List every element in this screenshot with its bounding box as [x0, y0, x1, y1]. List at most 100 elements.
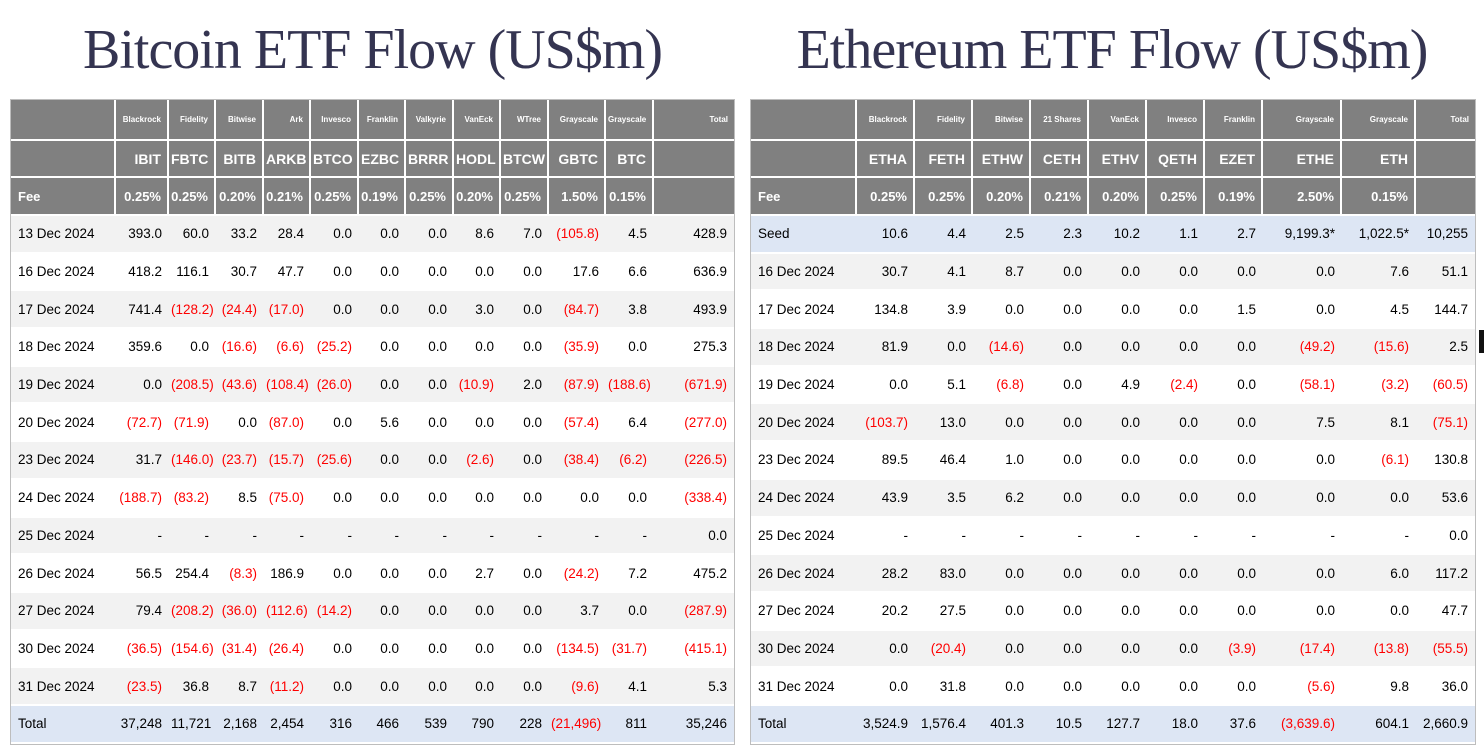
total-column-blank	[1416, 141, 1475, 178]
flow-value-cell: 37,248	[116, 705, 169, 744]
table-row: 19 Dec 2024 0.0 (208.5) (43.6) (108.4) (26.0)…	[11, 366, 734, 405]
fee-value: 0.15%	[1342, 178, 1416, 216]
flow-value-cell: 83.0	[915, 555, 973, 593]
flow-value-cell: (24.2)	[549, 555, 606, 593]
row-date-label: Total	[751, 705, 857, 744]
column-issuer-label: Bitwise	[973, 100, 1031, 141]
fee-value: 0.20%	[216, 178, 264, 216]
flow-value-cell: 0.0	[454, 668, 501, 706]
flow-value-cell: 0.0	[973, 291, 1031, 330]
flow-value-cell: (24.4)	[216, 291, 264, 330]
flow-value-cell: 0.0	[1031, 442, 1089, 480]
flow-value-cell: 117.2	[1416, 555, 1475, 593]
flow-value-cell: 0.0	[1089, 593, 1147, 631]
flow-value-cell: 6.4	[606, 404, 654, 443]
flow-value-cell: -	[1205, 518, 1263, 556]
flow-value-cell: (87.9)	[549, 366, 606, 405]
flow-value-cell: 43.9	[857, 479, 915, 518]
flow-value-cell: -	[264, 517, 311, 556]
row-date-label: 17 Dec 2024	[751, 291, 857, 330]
flow-value-cell: (43.6)	[216, 366, 264, 405]
flow-value-cell: -	[549, 517, 606, 556]
flow-value-cell: -	[501, 517, 549, 556]
flow-value-cell: 27.5	[915, 593, 973, 631]
flow-value-cell: 37.6	[1205, 705, 1263, 744]
column-issuer-label: Grayscale	[606, 100, 654, 141]
row-date-label: 24 Dec 2024	[11, 480, 116, 518]
row-date-label: 31 Dec 2024	[751, 668, 857, 706]
flow-value-cell: 0.0	[1205, 442, 1263, 480]
flow-value-cell: (26.4)	[264, 631, 311, 669]
flow-value-cell: 0.0	[1263, 555, 1342, 593]
column-issuer-label: Invesco	[1147, 100, 1205, 141]
flow-value-cell: 35,246	[654, 705, 734, 744]
total-column-header: Total	[1416, 100, 1475, 141]
flow-value-cell: 18.0	[1147, 705, 1205, 744]
flow-value-cell: 0.0	[1147, 555, 1205, 593]
flow-value-cell: (108.4)	[264, 366, 311, 405]
column-issuer-label: Bitwise	[216, 100, 264, 141]
flow-value-cell: 0.0	[1031, 404, 1089, 443]
column-issuer-label: Blackrock	[116, 100, 169, 141]
table-row: 17 Dec 2024 134.8 3.9 0.0 0.0 0.0 0.0 1.5 0.0 4.5…	[751, 291, 1475, 330]
ethereum-table-body: Seed 10.6 4.4 2.5 2.3 10.2 1.1 2.7 9,199.3* 1,022…	[751, 216, 1475, 744]
flow-value-cell: 811	[606, 705, 654, 744]
column-issuer-label: 21 Shares	[1031, 100, 1089, 141]
screen-edge-artifact	[1479, 330, 1484, 353]
flow-value-cell: 0.0	[359, 480, 406, 518]
column-ticker-label: QETH	[1147, 141, 1205, 178]
flow-value-cell: (112.6)	[264, 592, 311, 631]
flow-value-cell: 2.5	[973, 216, 1031, 254]
flow-value-cell: 0.0	[1089, 329, 1147, 367]
flow-value-cell: 0.0	[1205, 367, 1263, 405]
flow-value-cell: 51.1	[1416, 253, 1475, 292]
column-issuer-label: VanEck	[454, 100, 501, 141]
flow-value-cell: (134.5)	[549, 631, 606, 669]
flow-value-cell: 0.0	[1031, 329, 1089, 367]
flow-value-cell: 0.0	[406, 631, 454, 669]
flow-value-cell: 2.5	[1416, 329, 1475, 367]
flow-value-cell: 0.0	[1147, 329, 1205, 367]
flow-value-cell: 0.0	[606, 329, 654, 367]
flow-value-cell: 0.0	[1342, 479, 1416, 518]
total-row: Total 37,248 11,721 2,168 2,454 316 466 539 790 2…	[11, 705, 734, 744]
flow-value-cell: 79.4	[116, 592, 169, 631]
flow-value-cell: 493.9	[654, 291, 734, 330]
flow-value-cell: 127.7	[1089, 705, 1147, 744]
flow-value-cell: 17.6	[549, 254, 606, 292]
flow-value-cell: 0.0	[454, 631, 501, 669]
flow-value-cell: (17.0)	[264, 291, 311, 330]
flow-value-cell: 0.0	[1089, 291, 1147, 330]
flow-value-cell: 275.3	[654, 329, 734, 367]
table-row: 16 Dec 2024 30.7 4.1 8.7 0.0 0.0 0.0 0.0 0.0 7.6 5…	[751, 253, 1475, 292]
flow-value-cell: 0.0	[973, 404, 1031, 443]
flow-value-cell: 0.0	[311, 254, 359, 292]
table-row: 30 Dec 2024 0.0 (20.4) 0.0 0.0 0.0 0.0 (3.9) (17…	[751, 630, 1475, 669]
flow-value-cell: (226.5)	[654, 442, 734, 480]
flow-value-cell: 0.0	[501, 254, 549, 292]
flow-value-cell: 539	[406, 705, 454, 744]
flow-value-cell: 0.0	[311, 631, 359, 669]
flow-value-cell: 0.0	[1089, 479, 1147, 518]
fee-value: 0.20%	[1089, 178, 1147, 216]
table-row: 24 Dec 2024 43.9 3.5 6.2 0.0 0.0 0.0 0.0 0.0 0.0 5…	[751, 479, 1475, 518]
row-date-label: 20 Dec 2024	[11, 404, 116, 443]
table-row: 20 Dec 2024 (72.7) (71.9) 0.0 (87.0) 0.0 5.6 0.…	[11, 404, 734, 443]
total-column-blank	[1416, 178, 1475, 216]
flow-value-cell: 0.0	[501, 329, 549, 367]
flow-value-cell: 2.7	[454, 555, 501, 593]
flow-value-cell: 0.0	[359, 254, 406, 292]
ethereum-etf-panel: Ethereum ETF Flow (US$m) Blackrock Fideli…	[750, 0, 1476, 745]
table-row: 18 Dec 2024 81.9 0.0 (14.6) 0.0 0.0 0.0 0.0 (49.…	[751, 329, 1475, 367]
table-row: 16 Dec 2024 418.2 116.1 30.7 47.7 0.0 0.0 0.0 0.…	[11, 254, 734, 292]
flow-value-cell: 2.7	[1205, 216, 1263, 254]
column-issuer-label: Blackrock	[857, 100, 915, 141]
row-date-label: 26 Dec 2024	[11, 555, 116, 593]
flow-value-cell: (75.1)	[1416, 404, 1475, 443]
flow-value-cell: 1.1	[1147, 216, 1205, 254]
flow-value-cell: -	[406, 517, 454, 556]
flow-value-cell: 7.2	[606, 555, 654, 593]
flow-value-cell: 0.0	[1205, 593, 1263, 631]
flow-value-cell: 60.0	[169, 216, 216, 254]
flow-value-cell: 0.0	[1205, 404, 1263, 443]
